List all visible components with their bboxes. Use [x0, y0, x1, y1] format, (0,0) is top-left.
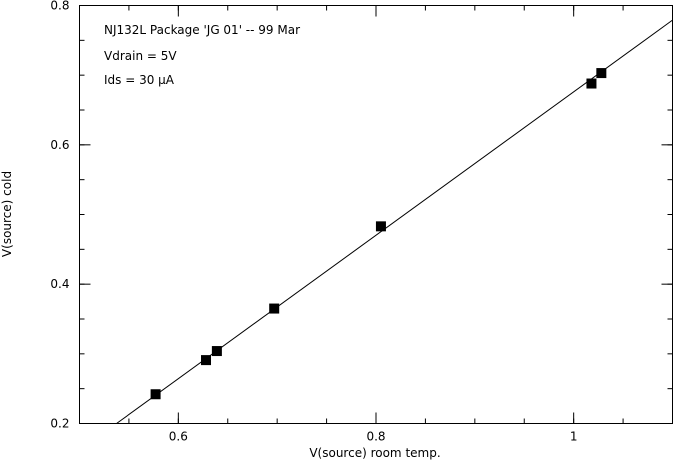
y-tick-label: 0.8: [50, 0, 69, 13]
y-tick-label: 0.2: [50, 417, 69, 431]
data-points: [150, 68, 607, 400]
plot-frame: [79, 5, 673, 424]
x-tick-label: 0.6: [169, 430, 188, 444]
data-point: [269, 303, 280, 314]
x-tick-label: 0.8: [366, 430, 385, 444]
y-axis-label: V(source) cold: [0, 171, 14, 257]
tick-labels: 0.6 0.8 1 0.2 0.4 0.6 0.8: [50, 0, 577, 444]
data-point: [201, 355, 212, 366]
annotation-ids: Ids = 30 µA: [104, 73, 175, 87]
axis-ticks: [79, 5, 673, 424]
x-tick-label: 1: [570, 430, 578, 444]
data-point: [375, 221, 386, 232]
data-point: [150, 389, 161, 400]
y-tick-label: 0.6: [50, 138, 69, 152]
annotation-title: NJ132L Package 'JG 01' -- 99 Mar: [104, 23, 300, 37]
data-point: [596, 68, 607, 79]
x-axis-label: V(source) room temp.: [309, 446, 440, 460]
data-point: [211, 346, 222, 357]
data-point: [586, 78, 597, 89]
y-tick-label: 0.4: [50, 277, 69, 291]
annotation-vdrain: Vdrain = 5V: [104, 49, 177, 63]
